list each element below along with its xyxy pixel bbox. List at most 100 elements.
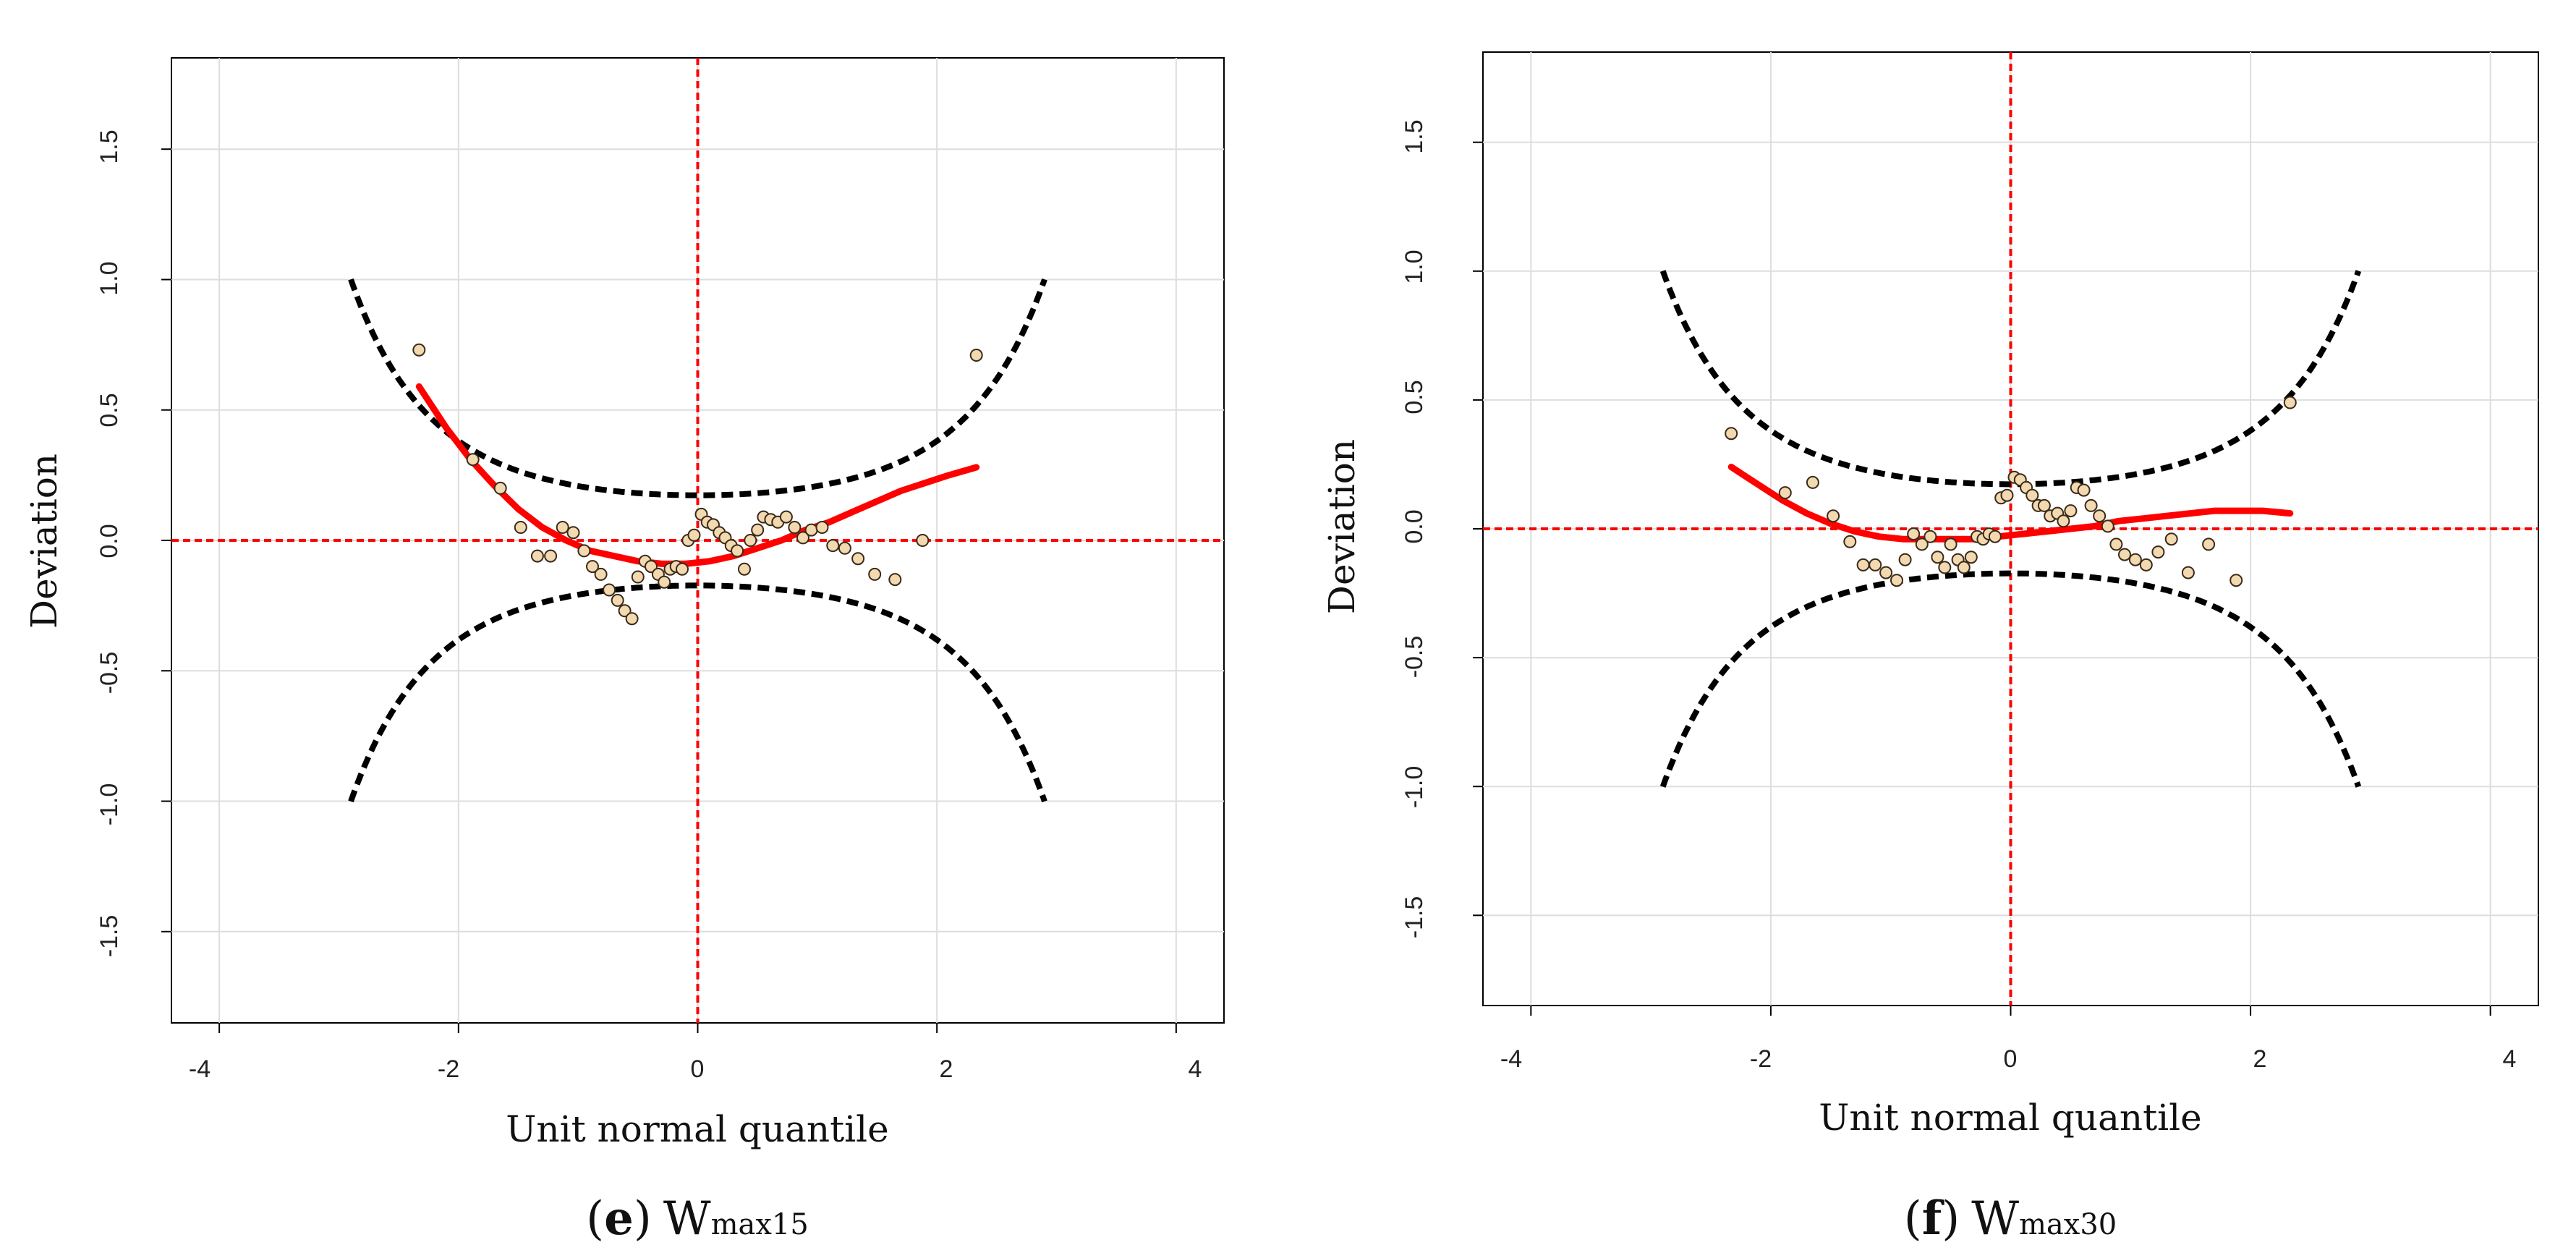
panel-f-data-point [1988, 530, 2002, 543]
panel-f-data-point [2202, 537, 2216, 551]
panel-e-plot [161, 57, 1225, 1033]
panel-e-data-point [514, 521, 527, 534]
panel-e-ytick-label: -1.0 [95, 783, 123, 826]
panel-e-data-point [412, 343, 426, 357]
panel-e-data-point [969, 349, 983, 362]
panel-f-data-point [2093, 509, 2107, 523]
panel-f-caption-letter: f [1922, 1191, 1944, 1246]
panel-f-plot [1473, 51, 2539, 1016]
panel-f-xlabel: Unit normal quantile [1819, 1097, 2202, 1139]
panel-e-data-point [466, 453, 480, 467]
panel-e-ytick-label: -0.5 [95, 652, 123, 694]
panel-e-data-point [788, 521, 802, 534]
panel-f-data-point [1806, 475, 1819, 489]
panel-f-data-point [2000, 488, 2014, 502]
panel-e-data-point [556, 521, 569, 534]
panel-e-data-point [577, 544, 591, 558]
panel-e-data-point [815, 521, 829, 534]
panel-f-ytick-label: -1.0 [1400, 766, 1428, 809]
panel-f-ytick-label: 0.5 [1400, 380, 1428, 414]
panel-f-data-point [1938, 561, 1952, 574]
panel-f-data-point [2077, 483, 2091, 497]
panel-f-xtick-labels: -4 -2 0 2 4 [1500, 1045, 2517, 1073]
panel-e-data-point [779, 510, 793, 524]
panel-f-data-point [2283, 396, 2297, 409]
panel-e-ytick-labels: 1.5 1.0 0.5 0.0 -0.5 -1.0 -1.5 [95, 129, 123, 957]
panel-f-data-point [1879, 566, 1893, 579]
panel-e-data-point [888, 573, 902, 587]
panel-f-data-point [1931, 551, 1944, 564]
panel-f-data-point [2084, 498, 2098, 512]
panel-f-plot-area [1483, 52, 2538, 1006]
panel-f-data-point [1924, 530, 1937, 543]
panel-e-ytick-label: 0.0 [95, 524, 123, 558]
panel-e-data-point [611, 593, 624, 607]
panel-e-caption-open: ( [586, 1192, 604, 1246]
panel-f-data-point [2064, 504, 2078, 518]
panel-f-data-point [1856, 558, 1870, 571]
panel-e-data-point [751, 523, 765, 537]
panel-f-caption: (f) Wmax30 [1904, 1191, 2117, 1246]
panel-e-data-point [645, 560, 658, 574]
panel-e-xtick-label: 2 [940, 1055, 953, 1083]
panel-e-ytick-label: 0.5 [95, 393, 123, 427]
panel-f-data-point [1843, 535, 1857, 548]
panel-f-data-point [2109, 537, 2123, 551]
panel-e-data-point [566, 526, 580, 540]
panel-e-data-point [687, 528, 701, 542]
panel-f-smooth-curve [1727, 464, 2294, 543]
panel-e-xtick-label: -2 [438, 1055, 459, 1083]
panel-f-data-point [2181, 566, 2195, 579]
panel-e-ylabel: Deviation [23, 454, 65, 629]
panel-f-data-point [1890, 574, 1903, 587]
panel-f-ytick-labels: 1.5 1.0 0.5 0.0 -0.5 -1.0 -1.5 [1400, 119, 1428, 938]
panel-e-data-point [493, 481, 507, 495]
panel-f-xtick-label: 0 [2004, 1045, 2018, 1073]
panel-f-data-point [1944, 537, 1957, 551]
panel-e-data-point [868, 567, 882, 581]
panel-f-xtick-label: 2 [2253, 1045, 2267, 1073]
panel-e-caption-main: W [663, 1192, 711, 1246]
panel-f-ytick-label: -1.5 [1400, 896, 1428, 939]
panel-e-data-point [544, 549, 558, 563]
panel-e-xtick-label: -4 [189, 1055, 211, 1083]
panel-e-data-point [838, 541, 851, 555]
panel-e-data-point [796, 531, 809, 545]
panel-e-data-point [631, 570, 645, 584]
panel-f-ylabel: Deviation [1321, 439, 1363, 614]
panel-f-caption-open: ( [1904, 1192, 1922, 1246]
panel-f-data-point [2229, 574, 2243, 587]
panel-e-upper-bound-line [348, 278, 1047, 498]
panel-e-data-point [618, 604, 632, 618]
panel-e-ytick-label: -1.5 [95, 915, 123, 958]
panel-f-data-point [2025, 488, 2039, 502]
panel-f-data-point [1778, 486, 1792, 500]
panel-f-data-point [1915, 537, 1929, 551]
panel-e-data-point [744, 534, 757, 547]
panel-e-xtick-label: 0 [691, 1055, 705, 1083]
panel-f-data-point [1725, 427, 1738, 441]
panel-e-caption-sub: max15 [711, 1208, 809, 1241]
panel-f-data-point [2057, 514, 2070, 528]
panel-e-lower-bound-line [348, 582, 1047, 803]
panel-f-data-point [2128, 553, 2142, 566]
panel-f-data-point [1898, 553, 1912, 566]
panel-e-data-point [625, 612, 639, 626]
panel-e-xtick-label: 4 [1189, 1055, 1202, 1083]
panel-e-data-point [826, 539, 840, 553]
panel-f-caption-main: W [1971, 1192, 2019, 1246]
panel-e-data-point [731, 544, 744, 558]
panel-e-data-point [530, 549, 544, 563]
panel-e-caption-close: ) [634, 1192, 652, 1246]
panel-f-xtick-label: -4 [1500, 1045, 1522, 1073]
panel-e-data-point [851, 552, 865, 566]
panel-f-lower-bound-line [1659, 570, 2362, 788]
panel-f-ytick-label: 1.0 [1400, 250, 1428, 284]
panel-f-data-point [1907, 527, 1921, 541]
panel-f: Deviation 1.5 1.0 0.5 0.0 -0.5 -1.0 -1.5… [1321, 119, 2516, 1246]
panel-e-ytick-label: 1.5 [95, 129, 123, 163]
panel-f-data-point [1827, 509, 1840, 523]
panel-e: Deviation 1.5 1.0 0.5 0.0 -0.5 -1.0 -1.5… [23, 129, 1202, 1246]
panel-e-data-point [658, 575, 671, 589]
